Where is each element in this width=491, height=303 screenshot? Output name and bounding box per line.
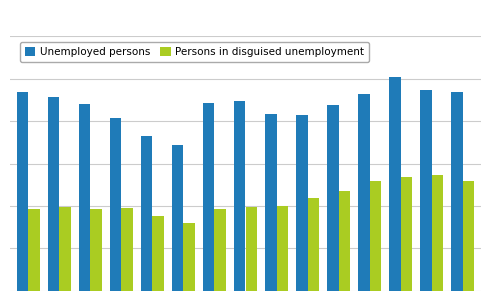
Bar xyxy=(153,216,164,291)
Bar xyxy=(463,181,474,291)
Bar xyxy=(184,223,195,291)
Bar xyxy=(48,98,59,291)
Bar xyxy=(451,92,463,291)
Bar xyxy=(59,207,71,291)
Bar xyxy=(121,208,133,291)
Bar xyxy=(370,181,382,291)
Bar xyxy=(265,114,276,291)
Bar xyxy=(79,104,90,291)
Legend: Unemployed persons, Persons in disguised unemployment: Unemployed persons, Persons in disguised… xyxy=(20,42,369,62)
Bar xyxy=(246,207,257,291)
Bar xyxy=(358,94,370,291)
Bar xyxy=(90,209,102,291)
Bar xyxy=(234,101,246,291)
Bar xyxy=(296,115,307,291)
Bar xyxy=(215,209,226,291)
Bar xyxy=(420,90,432,291)
Bar xyxy=(276,206,288,291)
Bar xyxy=(172,145,184,291)
Bar xyxy=(432,175,443,291)
Bar xyxy=(327,105,338,291)
Bar xyxy=(28,209,40,291)
Bar xyxy=(389,77,401,291)
Bar xyxy=(141,136,153,291)
Bar xyxy=(307,198,319,291)
Bar xyxy=(17,92,28,291)
Bar xyxy=(203,103,215,291)
Bar xyxy=(109,118,121,291)
Bar xyxy=(338,191,350,291)
Bar xyxy=(401,177,412,291)
